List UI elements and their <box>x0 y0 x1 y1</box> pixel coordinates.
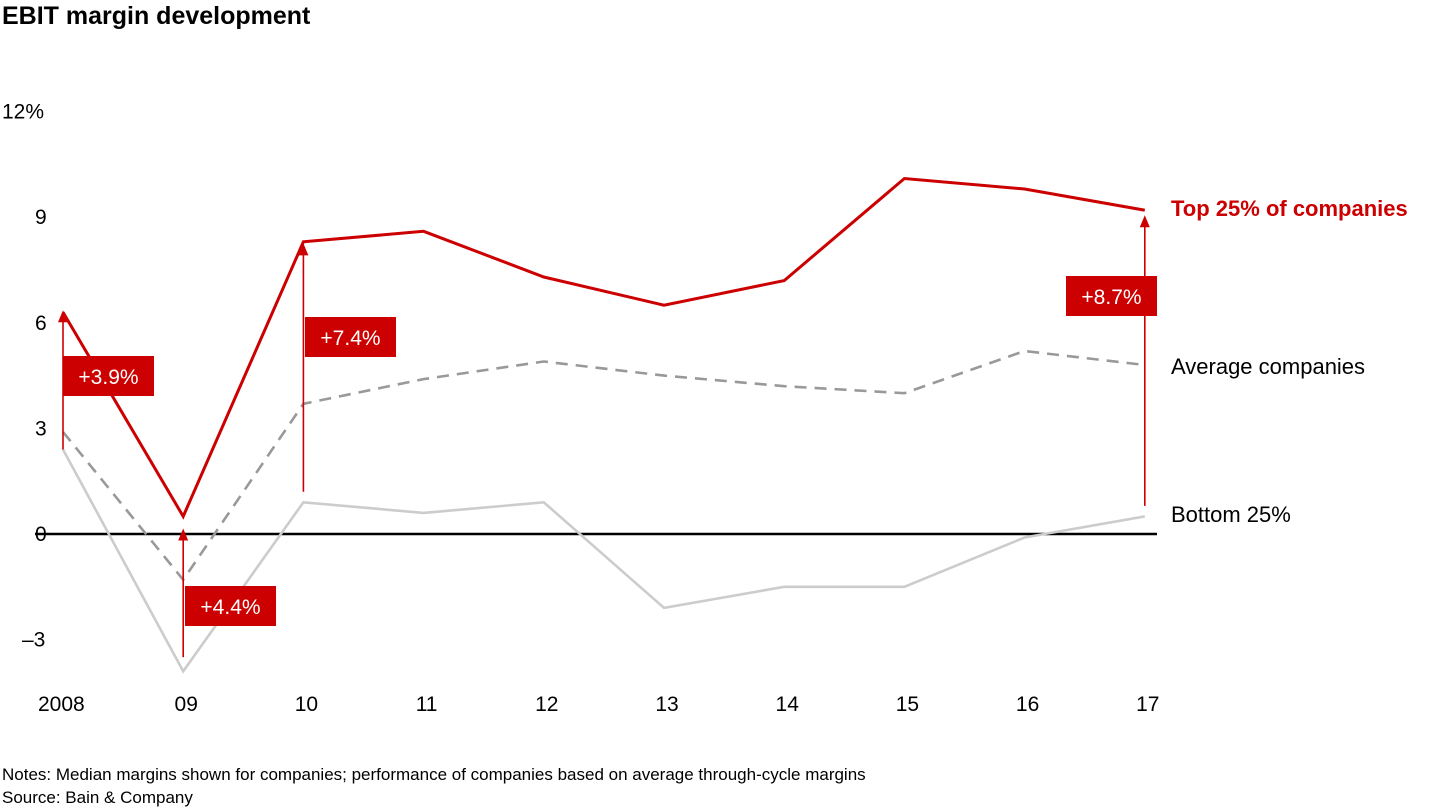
footnotes: Notes: Median margins shown for companie… <box>2 763 866 809</box>
annotation-arrowhead <box>58 310 68 323</box>
annotation-arrowhead <box>298 243 309 256</box>
annotation-label: +4.4% <box>200 596 260 619</box>
series-line-average <box>61 349 1145 582</box>
chart-title: EBIT margin development <box>2 2 311 30</box>
y-axis: 12%9630–3 <box>2 101 47 652</box>
series-label-average: Average companies <box>1171 354 1365 379</box>
x-tick-label: 16 <box>1016 693 1039 716</box>
source-text: Source: Bain & Company <box>2 788 193 807</box>
series-label-top: Top 25% of companies <box>1171 196 1408 221</box>
y-tick-label: 6 <box>35 312 47 335</box>
annotation-box <box>305 317 396 357</box>
x-tick-label: 2008 <box>38 693 85 716</box>
annotation-label: +8.7% <box>1081 286 1141 309</box>
annotation-box <box>185 586 276 626</box>
x-tick-label: 10 <box>295 693 318 716</box>
annotations: +3.9% +4.4% +7.4% +8.7% <box>58 215 1157 658</box>
y-tick-label: 12% <box>2 101 44 124</box>
x-tick-label: 15 <box>896 693 919 716</box>
annotation-arrowhead <box>178 528 189 541</box>
annotation-box <box>1066 276 1157 316</box>
series-label-bottom: Bottom 25% <box>1171 502 1291 527</box>
y-tick-label: –3 <box>22 629 45 652</box>
x-axis: 2008 09 10 11 12 13 14 15 16 17 <box>38 693 1159 716</box>
x-tick-label: 09 <box>175 693 198 716</box>
series-line-top <box>61 176 1146 520</box>
y-tick-label: 9 <box>35 206 47 229</box>
x-tick-label: 14 <box>776 693 800 716</box>
annotation-arrowhead <box>1139 215 1150 228</box>
annotation-box <box>63 356 154 396</box>
x-tick-label: 11 <box>416 693 438 716</box>
series-labels: Top 25% of companies Average companies Bot… <box>1171 196 1408 527</box>
x-tick-label: 17 <box>1136 693 1159 716</box>
annotation-label: +7.4% <box>320 327 380 350</box>
series-line-bottom <box>61 448 1146 674</box>
y-tick-label: 3 <box>35 417 47 440</box>
notes-text: Notes: Median margins shown for companie… <box>2 765 866 784</box>
x-tick-label: 12 <box>535 693 558 716</box>
x-tick-label: 13 <box>655 693 678 716</box>
annotation-label: +3.9% <box>78 366 138 389</box>
